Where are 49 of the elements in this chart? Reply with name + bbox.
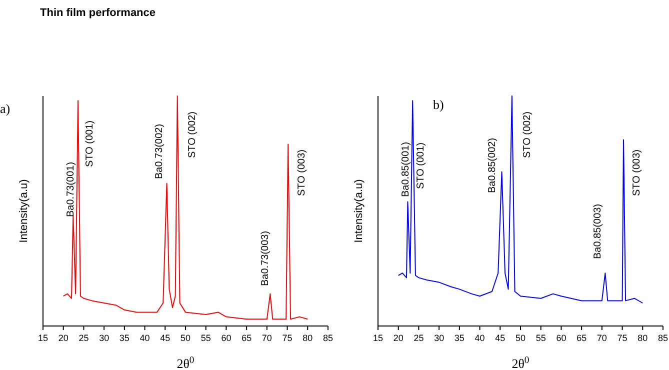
annotation: STO (001) bbox=[84, 120, 96, 167]
annotation: Ba0.85(001) bbox=[400, 142, 412, 197]
x-tick-label: 25 bbox=[414, 333, 424, 343]
x-tick-label: 15 bbox=[372, 333, 384, 343]
x-axis-title: 2θ$^{0}$ bbox=[176, 354, 194, 370]
annotation: b) bbox=[433, 97, 444, 112]
y-axis-title: Intensity(a.u) bbox=[353, 179, 365, 243]
x-tick-label: 50 bbox=[515, 333, 526, 343]
x-tick-label: 70 bbox=[262, 333, 272, 343]
x-tick-label: 20 bbox=[58, 333, 68, 343]
annotation: Ba0.73(001) bbox=[65, 162, 76, 217]
x-tick-label: 85 bbox=[658, 333, 668, 343]
annotation: Ba0.73(002) bbox=[154, 124, 166, 179]
x-tick-label: 25 bbox=[78, 333, 89, 343]
text: a) bbox=[0, 101, 10, 116]
x-tick-label: 30 bbox=[99, 333, 110, 343]
annotation: Ba0.85(003) bbox=[592, 204, 604, 259]
annotation: STO (002) bbox=[522, 112, 533, 158]
x-tick-label: 40 bbox=[140, 333, 150, 343]
x-tick-label: 35 bbox=[119, 333, 130, 343]
x-tick-label: 15 bbox=[38, 333, 48, 343]
x-tick-label: 60 bbox=[221, 333, 232, 343]
x-tick-label: 55 bbox=[536, 333, 546, 343]
x-tick-label: 75 bbox=[282, 333, 292, 343]
x-tick-label: 45 bbox=[495, 333, 506, 343]
x-tick-label: 20 bbox=[393, 333, 404, 343]
y-axis-title: Intensity(a.u) bbox=[18, 179, 30, 243]
annotation: Ba0.85(002) bbox=[486, 138, 498, 193]
x-tick-label: 45 bbox=[160, 333, 170, 343]
x-tick-label: 60 bbox=[556, 333, 566, 343]
x-tick-label: 75 bbox=[617, 333, 628, 343]
x-tick-label: 80 bbox=[302, 333, 313, 343]
annotation: STO (002) bbox=[186, 112, 198, 158]
x-tick-label: 40 bbox=[474, 333, 485, 343]
annotation: STO (001) bbox=[416, 142, 427, 189]
x-axis-title: 2θ$^{0}$ bbox=[512, 354, 530, 370]
x-tick-label: 35 bbox=[454, 333, 464, 343]
annotation: STO (003) bbox=[631, 150, 642, 196]
x-tick-label: 65 bbox=[242, 333, 252, 343]
x-tick-label: 65 bbox=[576, 333, 587, 343]
annotation: STO (003) bbox=[296, 150, 308, 196]
annotation: Ba0.73(003) bbox=[260, 230, 272, 286]
chart-title: Thin film performance bbox=[40, 7, 156, 19]
x-tick-label: 70 bbox=[596, 333, 607, 343]
x-tick-label: 30 bbox=[434, 333, 444, 343]
x-tick-label: 50 bbox=[180, 333, 191, 343]
x-tick-label: 80 bbox=[638, 333, 648, 343]
x-tick-label: 55 bbox=[200, 333, 211, 343]
x-tick-label: 85 bbox=[322, 333, 334, 343]
